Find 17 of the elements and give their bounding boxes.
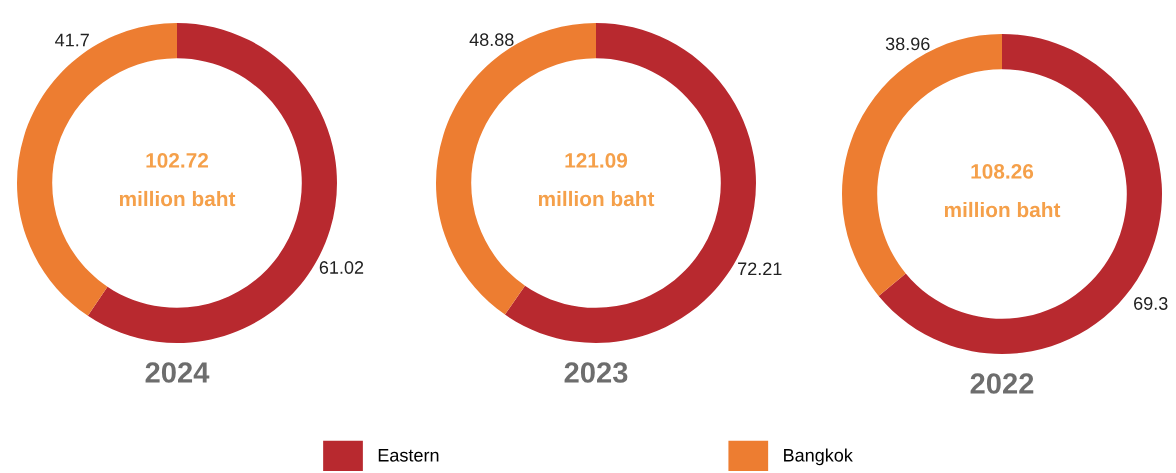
data-label: 48.88 [469,33,514,47]
text: 2024 [145,362,210,383]
text: 2022 [970,373,1034,394]
data-label: 41.7 [55,33,89,47]
text: million baht [538,190,655,207]
legend-label: Bangkok [784,448,853,466]
text: million baht [119,190,236,207]
data-label: 69.3 [1134,297,1168,310]
text: 108.26 [971,164,1034,179]
text: 102.72 [146,153,209,168]
data-label: 61.02 [319,261,364,274]
text: 2023 [564,362,628,383]
data-label: 72.21 [738,262,782,276]
text: million baht [944,201,1061,218]
legend-label: Eastern [378,449,439,462]
text: 121.09 [565,153,628,168]
data-label: 38.96 [885,37,930,51]
